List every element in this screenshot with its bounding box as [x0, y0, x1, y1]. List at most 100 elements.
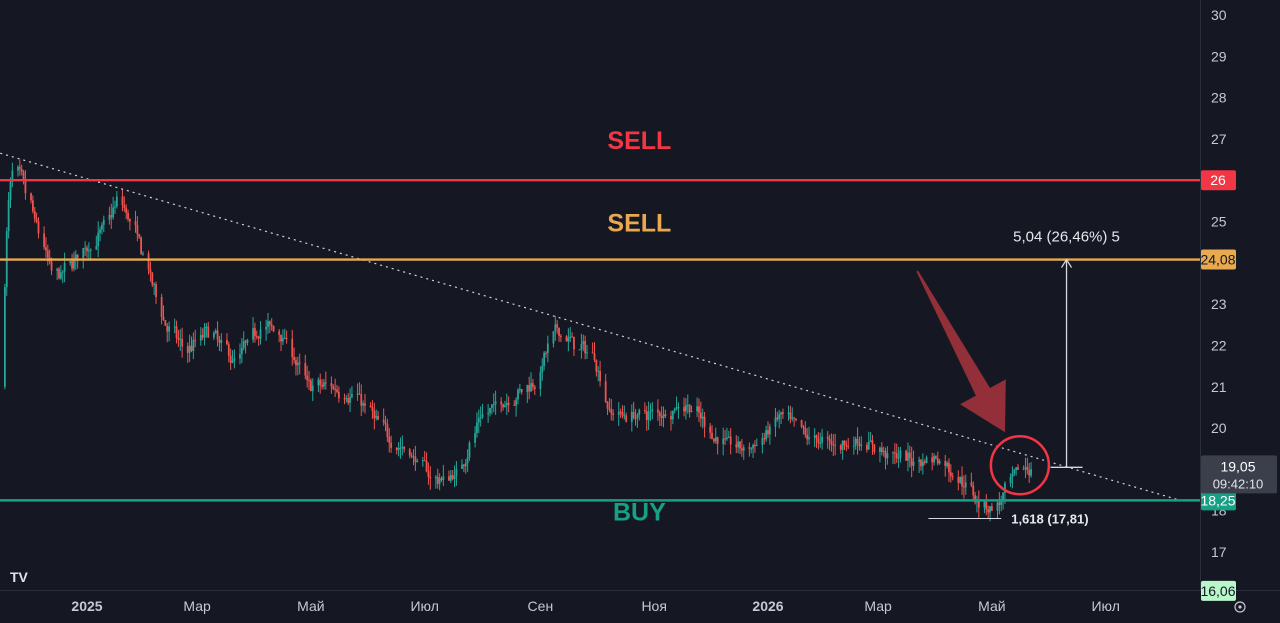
fib-label: 1,618 (17,81) — [1011, 512, 1088, 527]
candle-body — [453, 476, 456, 479]
candle-body — [218, 339, 221, 343]
candle-body — [436, 476, 439, 484]
candle-body — [7, 199, 10, 232]
candle-body — [324, 382, 327, 384]
candle-body — [246, 339, 249, 343]
candle-body — [819, 442, 822, 444]
candle-body — [567, 337, 570, 342]
candle-body — [306, 375, 309, 381]
candle-body — [282, 338, 284, 342]
candle-body — [989, 506, 991, 513]
candle-body — [1030, 469, 1032, 476]
candle-body — [18, 166, 21, 169]
candle-body — [923, 461, 926, 463]
candle-body — [386, 423, 389, 437]
candle-body — [722, 438, 725, 445]
candle-body — [658, 412, 661, 417]
candle-body — [490, 404, 493, 408]
candle-body — [293, 356, 295, 360]
trendline[interactable] — [0, 143, 1181, 501]
candle-body — [255, 336, 258, 338]
candle-body — [474, 433, 476, 443]
tradingview-logo[interactable]: TV — [10, 569, 29, 585]
target-icon[interactable] — [1234, 601, 1246, 613]
candle-body — [526, 385, 529, 393]
candle-body — [573, 336, 575, 350]
current-price-label: 19,05 — [1220, 458, 1255, 474]
candle-body — [543, 352, 546, 366]
candle-body — [882, 450, 885, 452]
candle-body — [442, 476, 445, 480]
candle-body — [505, 402, 508, 406]
candle-body — [205, 326, 208, 328]
candle-body — [270, 324, 273, 327]
candle-body — [677, 407, 680, 409]
candle-body — [649, 411, 652, 413]
candle-body — [957, 477, 960, 483]
candle-body — [921, 461, 924, 467]
candle-body — [985, 501, 988, 510]
candle-body — [515, 399, 518, 406]
current-price-badge — [1201, 455, 1277, 494]
candle-body — [112, 207, 115, 218]
candle-body — [742, 447, 745, 451]
candle-body — [976, 501, 978, 503]
candle-body — [546, 343, 549, 353]
candle-body — [216, 330, 219, 340]
candle-body — [388, 436, 391, 443]
candle-body — [578, 349, 581, 351]
candle-body — [948, 462, 950, 473]
candle-body — [382, 419, 385, 423]
candle-body — [795, 418, 797, 420]
candle-body — [99, 229, 101, 233]
candle-body — [147, 253, 150, 270]
candle-body — [701, 416, 704, 419]
candle-body — [899, 450, 902, 458]
candle-body — [125, 207, 128, 213]
candle-body — [847, 446, 850, 448]
candle-body — [716, 437, 719, 445]
candle-body — [699, 412, 702, 419]
candle-body — [304, 363, 307, 376]
candle-body — [671, 410, 674, 420]
candle-body — [95, 246, 98, 250]
candle-body — [50, 261, 53, 271]
candle-body — [242, 341, 245, 348]
candle-body — [571, 336, 573, 338]
candle-body — [886, 453, 889, 459]
candle-body — [283, 338, 286, 340]
candle-body — [767, 430, 769, 435]
candle-body — [951, 476, 954, 478]
y-tick-label: 21 — [1211, 379, 1227, 395]
y-tick-label: 20 — [1211, 420, 1227, 436]
highlight-circle[interactable] — [989, 435, 1051, 496]
candle-body — [227, 344, 230, 356]
candle-body — [560, 335, 562, 337]
candle-body — [582, 341, 585, 345]
candle-body — [115, 196, 118, 207]
candle-body — [332, 386, 335, 389]
candle-body — [920, 459, 922, 467]
candle-body — [961, 476, 963, 487]
candle-body — [860, 445, 863, 447]
candle-body — [110, 215, 113, 218]
candle-body — [461, 464, 463, 469]
candle-body — [69, 261, 72, 263]
candle-body — [114, 206, 116, 208]
target-icon-dot — [1238, 605, 1242, 609]
candle-body — [556, 324, 559, 328]
candle-body — [138, 234, 141, 238]
candle-body — [123, 205, 126, 208]
candle-body — [127, 212, 129, 220]
candle-body — [800, 419, 803, 427]
candle-body — [108, 215, 111, 220]
candle-body — [343, 398, 346, 400]
candle-body — [73, 259, 75, 269]
candle-body — [826, 436, 829, 439]
candle-body — [1002, 492, 1004, 502]
candle-body — [377, 416, 379, 420]
candle-body — [190, 345, 193, 351]
x-tick-label: 2026 — [752, 598, 783, 614]
down-arrow-drawing[interactable] — [916, 270, 1006, 433]
